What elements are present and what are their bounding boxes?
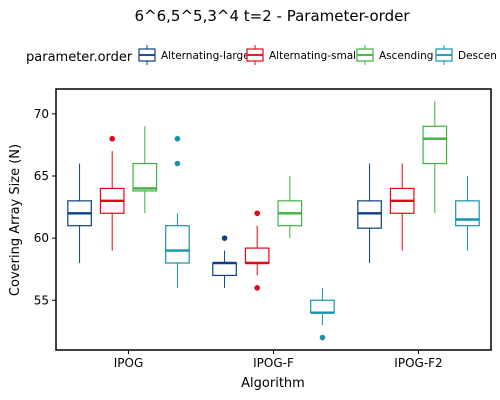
outlier-point bbox=[254, 210, 260, 217]
outlier-point bbox=[254, 285, 260, 291]
legend: parameter.order Alternating-large Alterna… bbox=[26, 45, 497, 65]
outlier-point bbox=[174, 160, 181, 167]
legend-item-ascending: Ascending bbox=[356, 45, 433, 65]
box-iqr bbox=[422, 125, 448, 165]
y-axis-label: Covering Array Size (N) bbox=[8, 144, 23, 296]
x-tick-label: IPOG bbox=[114, 356, 144, 370]
legend-label: Alternating-small bbox=[269, 50, 359, 62]
legend-items: Alternating-large Alternating-small Ascend… bbox=[138, 45, 497, 65]
legend-item-alternating-small: Alternating-small bbox=[246, 45, 359, 65]
plot-panel bbox=[55, 88, 492, 351]
y-axis: 55 60 65 70 bbox=[34, 107, 56, 307]
legend-title: parameter.order bbox=[26, 50, 133, 65]
box-alternating-large-ipog-f2 bbox=[357, 163, 382, 263]
outlier-point bbox=[319, 334, 326, 341]
box-descen-ipog-f bbox=[310, 287, 335, 341]
outlier-point bbox=[221, 235, 228, 241]
box-ascending-ipog bbox=[132, 126, 158, 214]
legend-label: Ascending bbox=[379, 50, 433, 62]
x-tick-label: IPOG-F2 bbox=[394, 356, 442, 370]
legend-item-descen: Descen bbox=[435, 45, 497, 65]
box-alternating-small-ipog bbox=[99, 135, 125, 251]
plot-background bbox=[56, 89, 491, 350]
y-tick-label: 60 bbox=[34, 231, 49, 245]
y-tick-label: 55 bbox=[34, 293, 49, 307]
x-tick-label: IPOG-F bbox=[253, 356, 294, 370]
box-alternating-small-ipog-f bbox=[244, 210, 270, 291]
legend-item-alternating-large: Alternating-large bbox=[138, 45, 250, 65]
box-ascending-ipog-f bbox=[277, 176, 303, 239]
box-iqr bbox=[310, 299, 335, 314]
box-descen-ipog-f2 bbox=[455, 176, 480, 251]
box-descen-ipog bbox=[165, 135, 190, 288]
x-axis-label: Algorithm bbox=[241, 376, 305, 391]
box-iqr bbox=[212, 262, 237, 277]
box-alternating-large-ipog-f bbox=[212, 235, 237, 288]
box-alternating-large-ipog bbox=[67, 163, 92, 263]
box-iqr bbox=[132, 162, 158, 192]
y-tick-label: 70 bbox=[34, 107, 49, 121]
legend-label: Alternating-large bbox=[161, 50, 250, 62]
box-iqr bbox=[165, 225, 190, 264]
box-iqr bbox=[357, 200, 382, 229]
box-alternating-small-ipog-f2 bbox=[389, 163, 415, 251]
boxplot-series bbox=[67, 101, 480, 341]
outlier-point bbox=[109, 135, 115, 142]
box-iqr bbox=[455, 200, 480, 227]
box-iqr bbox=[244, 247, 270, 264]
legend-label: Descen bbox=[458, 50, 497, 62]
x-axis: IPOG IPOG-F IPOG-F2 bbox=[114, 350, 443, 370]
y-tick-label: 65 bbox=[34, 169, 49, 183]
outlier-point bbox=[174, 135, 181, 142]
box-ascending-ipog-f2 bbox=[422, 101, 448, 214]
chart-title: 6^6,5^5,3^4 t=2 - Parameter-order bbox=[135, 7, 411, 25]
